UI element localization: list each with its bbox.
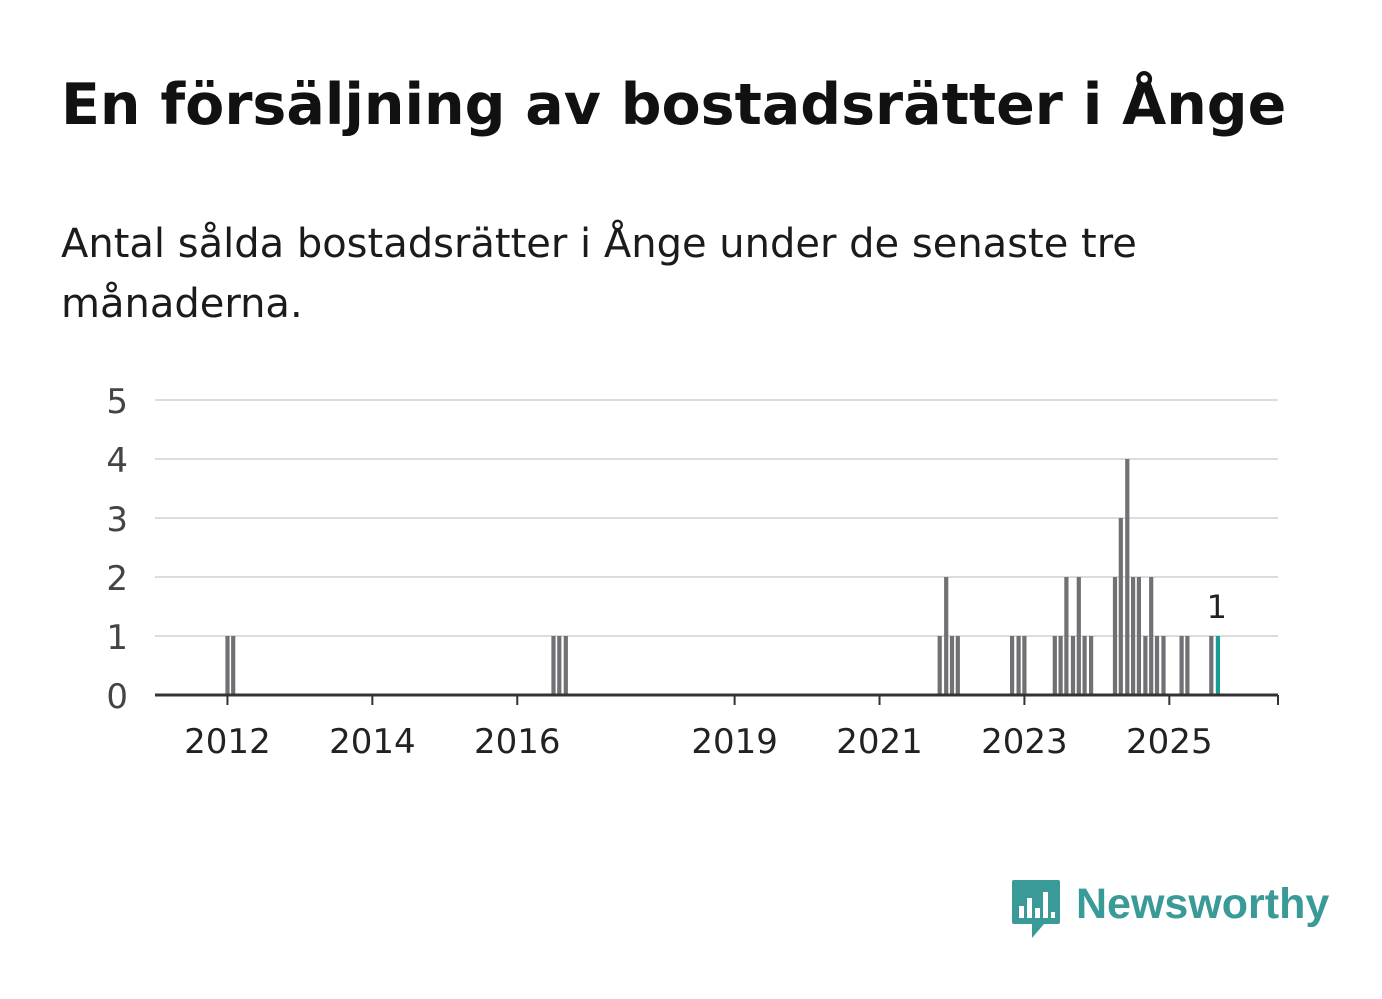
bar [1118, 518, 1123, 695]
x-tick-label: 2025 [1126, 722, 1213, 762]
bars [225, 459, 1220, 695]
gridlines [155, 399, 1278, 637]
newsworthy-logo: Newsworthy [1010, 878, 1329, 942]
bar-chart: 0 1 2 3 4 5 1 2012 2014 2016 2019 2021 2023 2025 [106, 382, 1279, 762]
highlight-value-label: 1 [1207, 588, 1227, 626]
bar [1154, 636, 1160, 695]
bar [225, 636, 230, 695]
bar [1179, 636, 1184, 695]
bar [231, 636, 236, 695]
bar [937, 636, 942, 695]
bar [1089, 636, 1094, 695]
x-tick-label: 2012 [184, 722, 271, 762]
bar [1016, 636, 1021, 695]
bar [1161, 636, 1166, 695]
y-tick-label: 5 [106, 382, 128, 422]
bar [1076, 577, 1081, 695]
bar [944, 577, 949, 695]
axes [155, 693, 1279, 705]
bar [1143, 636, 1148, 695]
bar [1149, 577, 1154, 695]
x-tick-label: 2021 [836, 722, 923, 762]
y-tick-label: 3 [106, 500, 128, 540]
bar [1185, 636, 1190, 695]
bar [1064, 577, 1069, 695]
x-tick-label: 2019 [691, 722, 778, 762]
bar [1022, 636, 1027, 695]
tick-labels: 0 1 2 3 4 5 1 2012 2014 2016 2019 2021 2023 2025 [106, 382, 1227, 762]
bar [1052, 636, 1057, 695]
bar [1112, 577, 1118, 695]
bar [563, 636, 568, 695]
bar [1125, 459, 1130, 695]
y-tick-label: 0 [106, 677, 128, 717]
bar [949, 636, 955, 695]
bar [551, 636, 556, 695]
bar-highlighted [1215, 636, 1220, 695]
y-tick-label: 2 [106, 559, 128, 599]
bar [557, 636, 562, 695]
x-tick-label: 2016 [474, 722, 561, 762]
bar [1209, 636, 1214, 695]
bar [1058, 636, 1063, 695]
bar [1136, 577, 1141, 695]
bar [1131, 577, 1136, 695]
bar [955, 636, 960, 695]
brand-name: Newsworthy [1076, 880, 1330, 928]
y-tick-label: 1 [106, 618, 128, 658]
bar [1010, 636, 1015, 695]
bar [1070, 636, 1076, 695]
y-tick-label: 4 [106, 441, 128, 481]
chart-title: En försäljning av bostadsrätter i Ånge [61, 72, 1287, 138]
x-tick-label: 2014 [329, 722, 416, 762]
bar [1082, 636, 1087, 695]
chart-subtitle: Antal sålda bostadsrätter i Ånge under d… [61, 221, 1137, 327]
x-tick-label: 2023 [981, 722, 1068, 762]
newsworthy-chart-bubble-icon [1012, 880, 1060, 938]
